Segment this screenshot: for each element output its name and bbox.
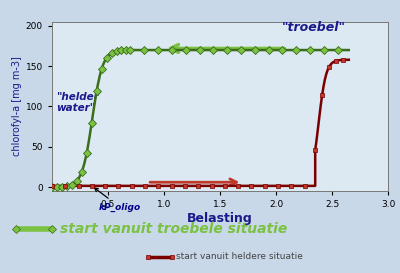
Text: start vanuit heldere situatie: start vanuit heldere situatie <box>176 252 303 261</box>
Y-axis label: chlorofyl-a [mg m-3]: chlorofyl-a [mg m-3] <box>12 57 22 156</box>
Text: kP_oligo: kP_oligo <box>94 188 141 212</box>
Text: "helder
water": "helder water" <box>56 92 99 113</box>
X-axis label: Belasting: Belasting <box>187 212 253 225</box>
Text: start vanuit troebele situatie: start vanuit troebele situatie <box>60 222 287 236</box>
Text: "troebel": "troebel" <box>282 21 346 34</box>
